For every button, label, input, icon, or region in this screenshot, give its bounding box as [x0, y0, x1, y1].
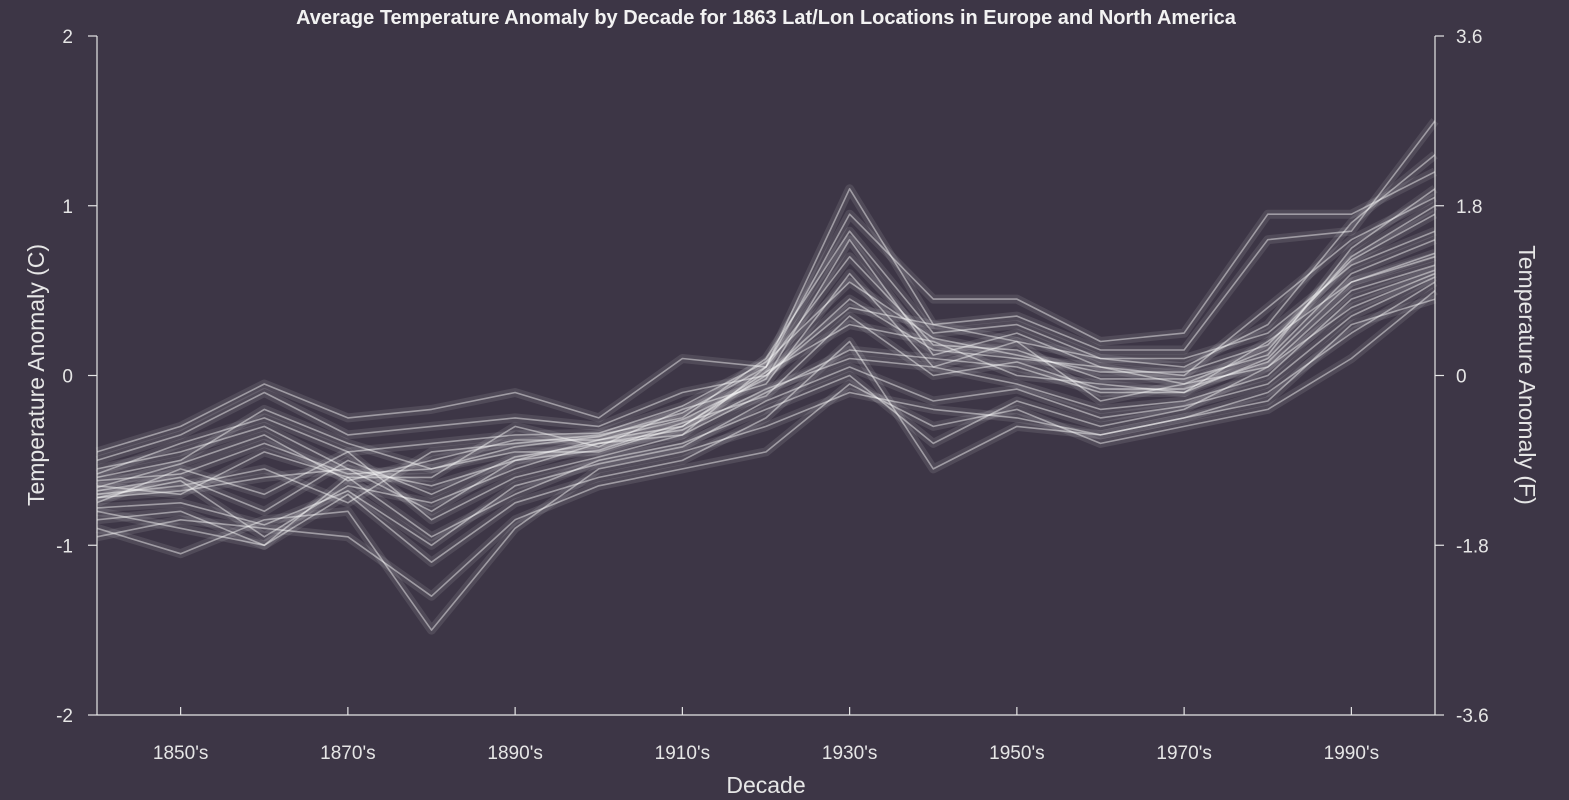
x-tick-label: 1990's [1324, 743, 1379, 764]
y-axis-label-left: Temperature Anomaly (C) [23, 244, 49, 506]
series-halo-18 [95, 193, 1438, 492]
series-line-10 [96, 230, 1436, 462]
axes: 1850's 1870's 1890's 1910's 1930's 1950's 1970… [56, 27, 1489, 764]
series-halo-2 [96, 201, 1438, 482]
series-halo-6 [95, 278, 1438, 635]
y-axis-label-right: Temperature Anomaly (F) [1514, 245, 1540, 504]
series-line-17 [96, 276, 1436, 547]
y-tick-label-right: 1.8 [1456, 197, 1482, 218]
series-halo-7 [96, 260, 1437, 499]
series-line-12 [96, 188, 1436, 482]
y-tick-label-right: -3.6 [1456, 706, 1489, 727]
series-line-5 [96, 255, 1436, 487]
y-tick-label-left: -2 [56, 706, 73, 727]
x-tick-label: 1950's [989, 743, 1044, 764]
series-line-13 [96, 289, 1436, 598]
series-line-6 [96, 281, 1436, 631]
series-halo-1 [96, 235, 1437, 542]
series-line-9 [96, 298, 1436, 564]
series-line-11 [96, 269, 1436, 513]
y-tick-label-right: 3.6 [1456, 27, 1482, 48]
series-line-2 [96, 205, 1436, 479]
series-halo-17 [96, 272, 1437, 550]
series-halo-3 [96, 269, 1437, 550]
x-tick-label: 1910's [655, 743, 710, 764]
x-tick-label: 1870's [320, 743, 375, 764]
series-halo-5 [96, 252, 1437, 491]
series-halo-10 [95, 227, 1437, 465]
series-halo-13 [96, 287, 1438, 601]
series-lines [95, 118, 1439, 635]
series-line-14 [96, 171, 1436, 453]
series-line-1 [96, 238, 1436, 538]
series-halo-4 [96, 151, 1438, 508]
series-line-18 [96, 196, 1436, 489]
x-tick-label: 1970's [1156, 743, 1211, 764]
chart-title: Average Temperature Anomaly by Decade fo… [296, 7, 1237, 29]
series-line-3 [96, 272, 1436, 547]
y-tick-label-left: 0 [62, 367, 73, 388]
series-halo-11 [96, 266, 1437, 516]
series-halo-12 [96, 185, 1438, 486]
series-line-7 [96, 264, 1436, 496]
x-tick-label: 1930's [822, 743, 877, 764]
series-line-15 [96, 252, 1436, 513]
y-tick-label-left: -1 [56, 536, 73, 557]
y-tick-label-right: 0 [1456, 367, 1467, 388]
series-halo-16 [95, 210, 1438, 479]
series-halo-8 [95, 118, 1439, 525]
x-tick-label: 1890's [487, 743, 542, 764]
series-line-8 [96, 120, 1436, 521]
x-tick-label: 1850's [153, 743, 208, 764]
y-tick-label-left: 1 [62, 197, 73, 218]
series-halo-9 [96, 294, 1437, 567]
y-tick-label-left: 2 [62, 27, 73, 48]
series-halo-15 [96, 249, 1437, 516]
series-line-4 [96, 154, 1436, 504]
x-axis-label: Decade [726, 772, 805, 798]
y-tick-label-right: -1.8 [1456, 536, 1489, 557]
series-halo-14 [95, 167, 1438, 457]
series-line-16 [96, 213, 1436, 475]
